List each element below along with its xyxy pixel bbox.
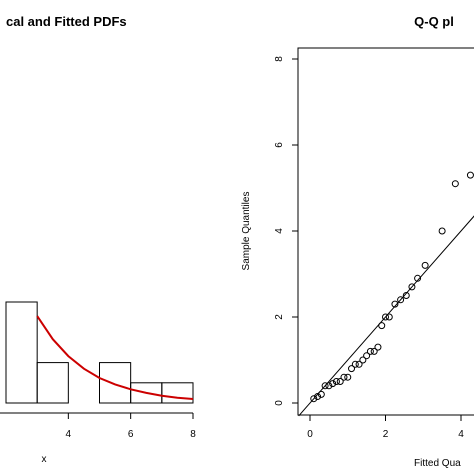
qq-point xyxy=(382,313,389,321)
qq-point xyxy=(317,390,325,398)
qq-plot-frame xyxy=(297,47,474,416)
qq-point xyxy=(325,382,333,390)
qq-point xyxy=(355,360,363,368)
qq-point xyxy=(329,380,337,388)
x-tick-label: 6 xyxy=(128,429,134,440)
qq-point xyxy=(314,393,322,401)
x-tick-label: 4 xyxy=(66,429,72,440)
qq-point xyxy=(385,313,393,321)
qq-point xyxy=(378,322,386,330)
qq-point xyxy=(370,347,378,355)
qq-point xyxy=(344,373,352,381)
qq-point xyxy=(321,382,329,390)
histogram-bar xyxy=(99,362,132,404)
qq-point xyxy=(466,171,474,179)
histogram-bar xyxy=(161,382,194,404)
qq-point xyxy=(397,296,405,304)
right-panel: Q-Q pl 0 2 4 6 8 0 2 4 Sample Quantiles Fitted… xyxy=(241,14,474,469)
qq-point xyxy=(336,378,344,385)
qq-point xyxy=(391,300,399,308)
qq-point xyxy=(366,347,374,355)
right-chart-title: Q-Q pl xyxy=(414,14,454,29)
qq-point xyxy=(451,180,459,188)
x-tick-label: 0 xyxy=(307,429,313,440)
qq-point xyxy=(359,356,367,364)
qq-point xyxy=(438,227,446,235)
qq-x-axis-label: Fitted Qua xyxy=(414,458,461,469)
histogram xyxy=(5,301,194,404)
y-tick-label: 2 xyxy=(274,314,285,320)
qq-point xyxy=(421,261,429,269)
y-tick-label: 6 xyxy=(274,142,285,148)
left-x-axis: 4 6 8 xyxy=(0,412,196,440)
fitted-pdf-curve xyxy=(36,315,194,400)
qq-y-axis-label: Sample Quantiles xyxy=(241,192,252,271)
left-x-axis-label: x xyxy=(42,454,47,465)
left-panel: cal and Fitted PDFs 4 6 8 x xyxy=(0,14,196,465)
histogram-bar xyxy=(36,362,69,404)
qq-point xyxy=(374,343,382,351)
x-tick-label: 8 xyxy=(190,429,196,440)
qq-point xyxy=(363,352,371,360)
x-tick-label: 4 xyxy=(458,429,464,440)
qq-point xyxy=(402,292,410,299)
qq-points xyxy=(310,171,474,403)
qq-point xyxy=(408,283,416,291)
qq-point xyxy=(351,360,359,368)
y-tick-label: 4 xyxy=(274,228,285,234)
qq-point xyxy=(414,274,422,282)
qq-point xyxy=(348,365,356,373)
qq-reference-line xyxy=(298,215,474,417)
y-tick-label: 0 xyxy=(274,400,285,406)
y-tick-label: 8 xyxy=(274,56,285,62)
qq-point xyxy=(340,373,348,381)
left-chart-title: cal and Fitted PDFs xyxy=(6,14,127,29)
qq-point xyxy=(310,395,318,403)
qq-x-axis: 0 2 4 xyxy=(307,415,464,440)
histogram-bar xyxy=(5,301,38,404)
qq-y-axis: 0 2 4 6 8 xyxy=(274,56,298,406)
x-tick-label: 2 xyxy=(383,429,389,440)
qq-point xyxy=(332,378,340,385)
